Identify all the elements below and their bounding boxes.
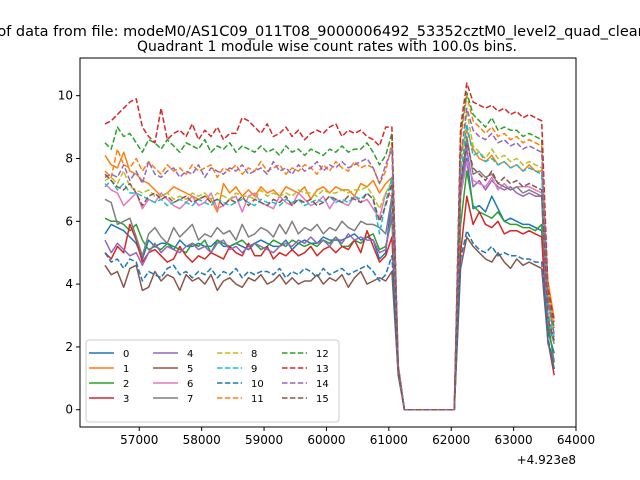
legend-label-3: 3	[123, 394, 129, 405]
legend-label-15: 15	[316, 394, 329, 405]
legend-label-13: 13	[316, 364, 329, 375]
legend-label-8: 8	[251, 349, 257, 360]
x-axis-offset-label: +4.923e8	[517, 453, 576, 467]
series-line-11	[104, 94, 555, 411]
legend-box	[85, 339, 340, 423]
series-line-15	[104, 142, 555, 411]
x-tick-label: 63000	[495, 433, 533, 447]
y-tick-label: 6	[65, 214, 73, 228]
series-line-4	[104, 148, 555, 411]
series-line-0	[104, 157, 555, 411]
x-tick-label: 59000	[245, 433, 283, 447]
y-tick-label: 10	[58, 89, 73, 103]
series-line-13	[104, 82, 555, 411]
y-tick-label: 4	[65, 277, 73, 291]
legend-label-4: 4	[187, 349, 193, 360]
legend-label-7: 7	[187, 394, 193, 405]
x-tick-label: 61000	[370, 433, 408, 447]
series-line-8	[104, 110, 555, 411]
legend-label-5: 5	[187, 364, 193, 375]
y-tick-label: 0	[65, 403, 73, 417]
y-tick-label: 8	[65, 151, 73, 165]
legend-label-1: 1	[123, 364, 129, 375]
figure-suptitle: Plot of data from file: modeM0/AS1C09_01…	[0, 24, 640, 40]
x-tick-label: 60000	[307, 433, 345, 447]
x-tick-label: 64000	[557, 433, 595, 447]
legend-label-6: 6	[187, 379, 193, 390]
y-axis-ticks: 0 2 4 6 8 10	[58, 89, 80, 417]
legend-label-0: 0	[123, 349, 129, 360]
legend-label-10: 10	[251, 379, 264, 390]
x-tick-label: 57000	[120, 433, 158, 447]
legend-label-14: 14	[316, 379, 329, 390]
legend-label-2: 2	[123, 379, 129, 390]
legend-label-11: 11	[251, 394, 264, 405]
series-line-6	[104, 160, 555, 411]
x-tick-label: 62000	[432, 433, 470, 447]
plot-lines	[104, 82, 555, 411]
legend-label-12: 12	[316, 349, 329, 360]
legend-label-9: 9	[251, 364, 257, 375]
series-line-5	[104, 236, 555, 411]
chart-title: Quadrant 1 module wise count rates with …	[137, 39, 517, 55]
series-line-7	[104, 135, 555, 411]
series-line-12	[104, 91, 555, 411]
series-line-10	[104, 229, 555, 411]
series-line-14	[104, 107, 555, 411]
x-axis-ticks: 57000 58000 59000 60000 61000 62000 63000 64000	[120, 427, 595, 447]
x-tick-label: 58000	[183, 433, 221, 447]
series-line-9	[104, 123, 555, 411]
axes-frame	[79, 57, 577, 428]
y-tick-label: 2	[65, 340, 73, 354]
